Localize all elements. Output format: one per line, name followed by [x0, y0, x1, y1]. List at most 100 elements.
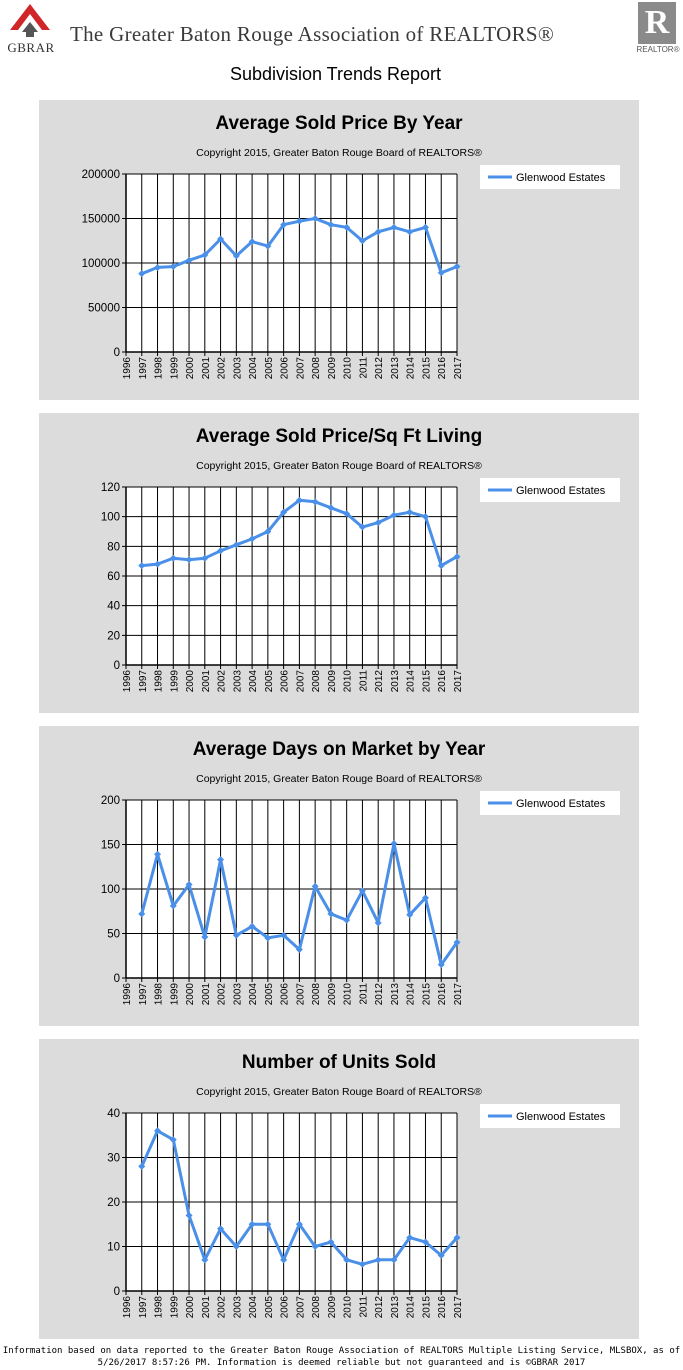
- data-point: [154, 263, 162, 271]
- x-tick-label: 2014: [406, 670, 417, 693]
- x-tick-label: 2015: [421, 670, 432, 693]
- x-tick-label: 2009: [327, 1296, 338, 1319]
- data-point: [421, 513, 429, 521]
- data-point: [232, 541, 240, 549]
- data-point: [358, 237, 366, 245]
- x-tick-label: 2006: [280, 357, 291, 380]
- chart-subtitle: Copyright 2015, Greater Baton Rouge Boar…: [196, 147, 482, 159]
- data-point: [217, 547, 225, 555]
- y-tick-label: 20: [107, 630, 120, 642]
- data-point: [248, 922, 256, 930]
- x-tick-label: 2014: [406, 1296, 417, 1319]
- data-point: [185, 556, 193, 564]
- y-tick-label: 150: [101, 840, 120, 852]
- y-tick-label: 50: [107, 929, 120, 941]
- data-point: [169, 1136, 177, 1144]
- x-tick-label: 2005: [264, 670, 275, 693]
- data-point: [232, 931, 240, 939]
- data-point: [437, 562, 445, 570]
- data-point: [232, 1243, 240, 1250]
- data-point: [201, 1256, 209, 1264]
- x-tick-label: 1997: [138, 983, 149, 1006]
- data-point: [295, 1220, 303, 1228]
- data-point: [185, 256, 193, 264]
- data-point: [264, 934, 272, 942]
- x-tick-label: 2000: [185, 983, 196, 1006]
- data-point: [138, 910, 146, 918]
- data-point: [248, 535, 256, 543]
- data-point: [421, 223, 429, 231]
- x-tick-label: 2000: [185, 670, 196, 693]
- data-point: [453, 938, 461, 946]
- x-tick-label: 2010: [343, 1296, 354, 1319]
- x-tick-label: 1998: [154, 357, 165, 380]
- chart-panel-avg-sold-price: Average Sold Price By Year Copyright 2015…: [39, 100, 639, 400]
- x-tick-label: 2009: [327, 983, 338, 1006]
- x-tick-label: 2011: [358, 1296, 369, 1318]
- disclaimer-footer: Information based on data reported to th…: [0, 1345, 683, 1369]
- disclaimer-line-2: 5/26/2017 8:57:26 PM. Information is dee…: [97, 1358, 586, 1368]
- data-point: [169, 902, 177, 910]
- chart-price-per-sqft: Average Sold Price/Sq Ft Living Copyright…: [101, 426, 620, 693]
- x-tick-label: 2011: [358, 983, 369, 1005]
- x-tick-label: 2004: [248, 670, 259, 693]
- data-point: [264, 242, 272, 250]
- x-tick-label: 1997: [138, 1296, 149, 1319]
- chart-avg-sold-price: Average Sold Price By Year Copyright 2015…: [82, 113, 620, 380]
- data-point: [374, 519, 382, 527]
- x-tick-label: 1996: [122, 357, 133, 380]
- x-tick-label: 2003: [232, 670, 243, 693]
- y-tick-label: 80: [107, 541, 120, 553]
- x-tick-label: 2017: [453, 670, 464, 693]
- x-tick-label: 2005: [264, 1296, 275, 1319]
- data-point: [248, 1220, 256, 1228]
- data-point: [453, 263, 461, 271]
- data-point: [138, 562, 146, 570]
- x-tick-label: 2011: [358, 357, 369, 379]
- y-tick-label: 100000: [82, 258, 120, 270]
- x-tick-label: 1998: [154, 1296, 165, 1319]
- data-point: [453, 553, 461, 561]
- x-tick-label: 2008: [311, 1296, 322, 1319]
- data-point: [311, 1243, 319, 1250]
- x-tick-label: 2013: [390, 357, 401, 380]
- data-point: [311, 215, 319, 222]
- x-tick-label: 1999: [169, 670, 180, 693]
- x-tick-label: 1998: [154, 670, 165, 693]
- y-tick-label: 0: [114, 347, 120, 359]
- data-point: [169, 263, 177, 271]
- x-tick-label: 1999: [169, 983, 180, 1006]
- y-tick-label: 10: [107, 1242, 120, 1254]
- x-tick-label: 1999: [169, 1296, 180, 1319]
- data-point: [343, 1256, 351, 1264]
- data-point: [264, 528, 272, 535]
- x-tick-label: 2017: [453, 983, 464, 1006]
- data-point: [201, 554, 209, 562]
- x-tick-label: 2000: [185, 357, 196, 380]
- data-point: [437, 1251, 445, 1259]
- x-tick-label: 2017: [453, 357, 464, 380]
- data-point: [358, 1260, 366, 1268]
- data-point: [343, 916, 351, 924]
- legend-label: Glenwood Estates: [516, 485, 606, 497]
- data-point: [390, 223, 398, 231]
- x-tick-label: 2007: [295, 983, 306, 1006]
- x-tick-label: 2012: [374, 670, 385, 693]
- x-tick-label: 2005: [264, 357, 275, 380]
- x-tick-label: 2008: [311, 670, 322, 693]
- x-tick-label: 2001: [201, 983, 212, 1006]
- x-tick-label: 2005: [264, 983, 275, 1006]
- y-tick-label: 30: [107, 1153, 120, 1165]
- x-tick-label: 2001: [201, 357, 212, 380]
- report-title: Subdivision Trends Report: [229, 64, 442, 84]
- y-tick-label: 60: [107, 571, 120, 583]
- x-tick-label: 2012: [374, 983, 385, 1006]
- x-tick-label: 2001: [201, 670, 212, 693]
- gbrar-roof-logo-icon: [10, 4, 50, 37]
- data-point: [343, 223, 351, 231]
- x-tick-label: 2014: [406, 983, 417, 1006]
- x-tick-label: 1996: [122, 670, 133, 693]
- data-point: [327, 504, 335, 512]
- data-point: [390, 511, 398, 519]
- data-point: [280, 508, 288, 516]
